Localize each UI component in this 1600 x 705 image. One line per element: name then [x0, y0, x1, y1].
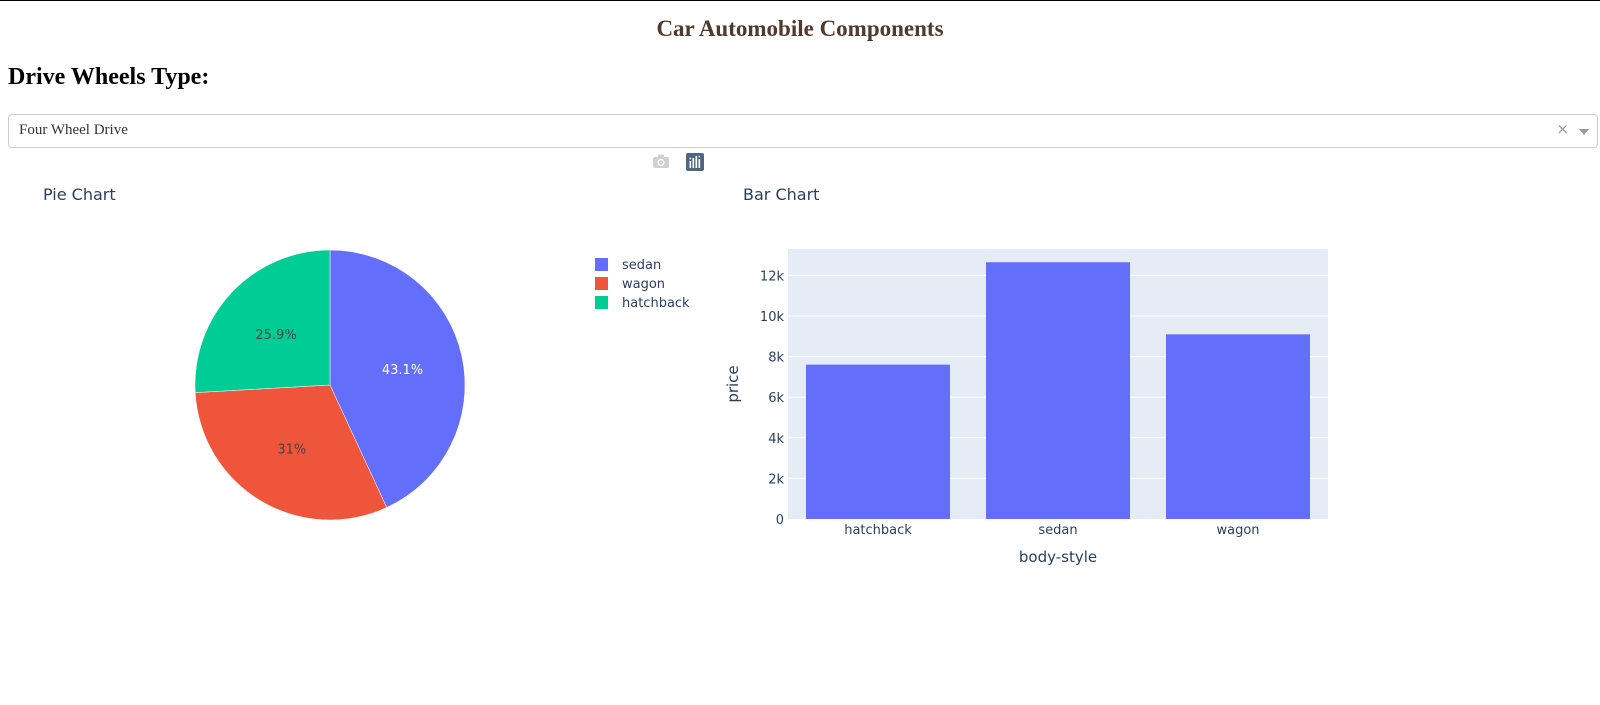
legend-swatch-hatchback[interactable]	[595, 296, 608, 309]
pie-slice-label: 31%	[277, 443, 306, 458]
legend-swatch-sedan[interactable]	[595, 258, 608, 271]
dropdown-selected-value: Four Wheel Drive	[19, 122, 128, 138]
legend-label-sedan[interactable]: sedan	[622, 258, 661, 273]
pie-slice-hatchback[interactable]	[194, 249, 331, 393]
x-tick-label: sedan	[1038, 523, 1077, 538]
page-title: Car Automobile Components	[656, 16, 944, 41]
bar-wagon[interactable]	[1166, 334, 1310, 519]
chevron-down-icon[interactable]	[1579, 129, 1589, 135]
bar-plot-area	[788, 249, 1328, 519]
pie-slice-label: 25.9%	[255, 328, 296, 343]
y-axis-title: price	[724, 365, 742, 402]
pie-slice-sedan[interactable]	[329, 249, 466, 508]
drive-wheels-dropdown[interactable]: Four Wheel Drive ×	[8, 114, 1598, 148]
pie-slice-wagon[interactable]	[194, 384, 388, 521]
y-tick-label: 8k	[768, 351, 784, 366]
drive-wheels-heading: Drive Wheels Type:	[8, 64, 210, 90]
y-tick-label: 4k	[768, 432, 784, 447]
x-axis-title: body-style	[1019, 548, 1097, 566]
bar-chart-title: Bar Chart	[743, 185, 819, 204]
y-tick-label: 10k	[760, 310, 785, 325]
y-tick-label: 0	[776, 513, 784, 528]
bar-hatchback[interactable]	[806, 364, 950, 519]
y-tick-label: 6k	[768, 391, 784, 406]
bar-sedan[interactable]	[986, 262, 1130, 519]
x-tick-label: hatchback	[844, 523, 912, 538]
legend-swatch-wagon[interactable]	[595, 277, 608, 290]
pie-slice-label: 43.1%	[382, 363, 423, 378]
legend-label-hatchback[interactable]: hatchback	[622, 296, 690, 311]
pie-chart: Pie Chart 43.1% 31% 25.9% sedan wagon hatchbac…	[43, 185, 690, 521]
legend-label-wagon[interactable]: wagon	[622, 277, 665, 292]
y-tick-label: 12k	[760, 269, 785, 284]
camera-icon[interactable]	[652, 153, 670, 174]
bar-chart: Bar Chart 0 2k 4k 6k 8k 10k 12k hatchback sedan wa…	[724, 185, 1328, 566]
x-tick-label: wagon	[1216, 523, 1259, 538]
y-tick-label: 2k	[768, 472, 784, 487]
clear-icon[interactable]: ×	[1556, 120, 1569, 138]
plotly-logo-icon[interactable]	[686, 153, 704, 176]
pie-chart-title: Pie Chart	[43, 185, 116, 204]
